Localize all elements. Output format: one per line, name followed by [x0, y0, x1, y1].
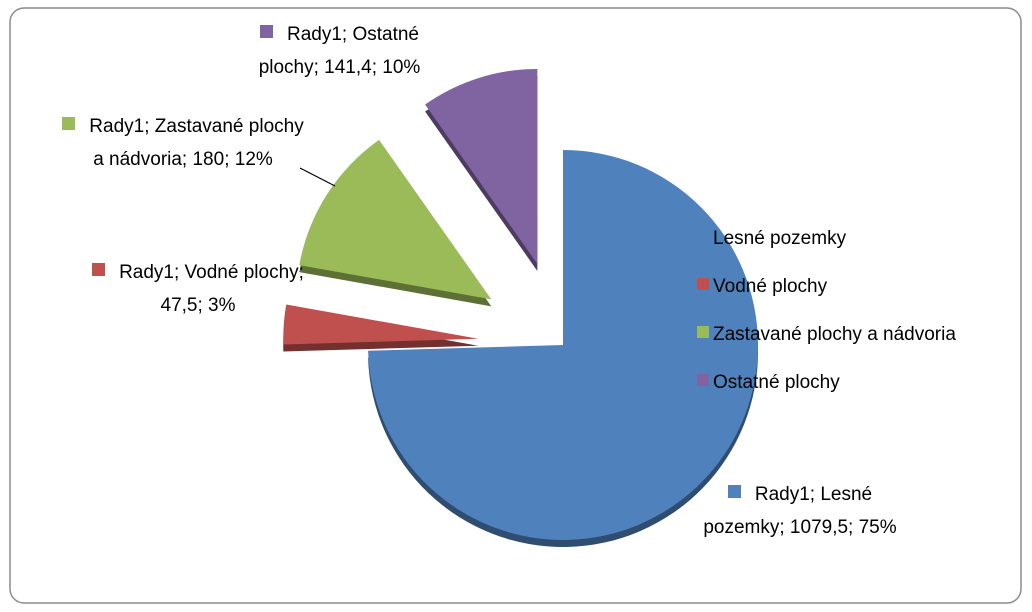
legend-label: Vodné plochy: [713, 276, 828, 297]
chart-frame: [9, 7, 1022, 604]
legend-swatch: [62, 117, 76, 130]
legend-swatch: [727, 485, 741, 498]
legend-entry: Ostatné plochy: [697, 372, 840, 394]
pie: [283, 68, 758, 547]
legend-swatch: [697, 230, 709, 242]
data-label: Rady1; Ostatné plochy; 141,4; 10%: [252, 18, 427, 84]
slice: [299, 139, 492, 300]
data-label-text: Rady1; Zastavané plochy a nádvoria; 180;…: [89, 116, 304, 170]
legend-entry: Vodné plochy: [697, 276, 827, 298]
leader-line: [299, 167, 336, 187]
data-label-text: Rady1; Ostatné plochy; 141,4; 10%: [258, 24, 421, 78]
slice: [368, 150, 758, 540]
legend-label: Lesné pozemky: [713, 228, 847, 249]
data-label-text: Rady1; Lesné pozemky; 1079,5; 75%: [703, 484, 897, 538]
slice: [283, 304, 479, 345]
legend-swatch: [259, 25, 273, 38]
legend-swatch: [697, 278, 709, 290]
data-label: Rady1; Lesné pozemky; 1079,5; 75%: [700, 478, 900, 544]
legend-swatch: [92, 263, 106, 276]
legend-swatch: [697, 326, 709, 338]
slice: [425, 68, 538, 264]
legend-swatch: [697, 374, 709, 386]
data-label: Rady1; Vodné plochy; 47,5; 3%: [88, 256, 308, 322]
legend-entry: Lesné pozemky: [697, 228, 846, 250]
legend-label: Zastavané plochy a nádvoria: [713, 324, 956, 345]
data-label: Rady1; Zastavané plochy a nádvoria; 180;…: [58, 110, 308, 176]
legend-label: Ostatné plochy: [713, 372, 840, 393]
legend-entry: Zastavané plochy a nádvoria: [697, 324, 956, 346]
data-label-text: Rady1; Vodné plochy; 47,5; 3%: [119, 262, 304, 316]
